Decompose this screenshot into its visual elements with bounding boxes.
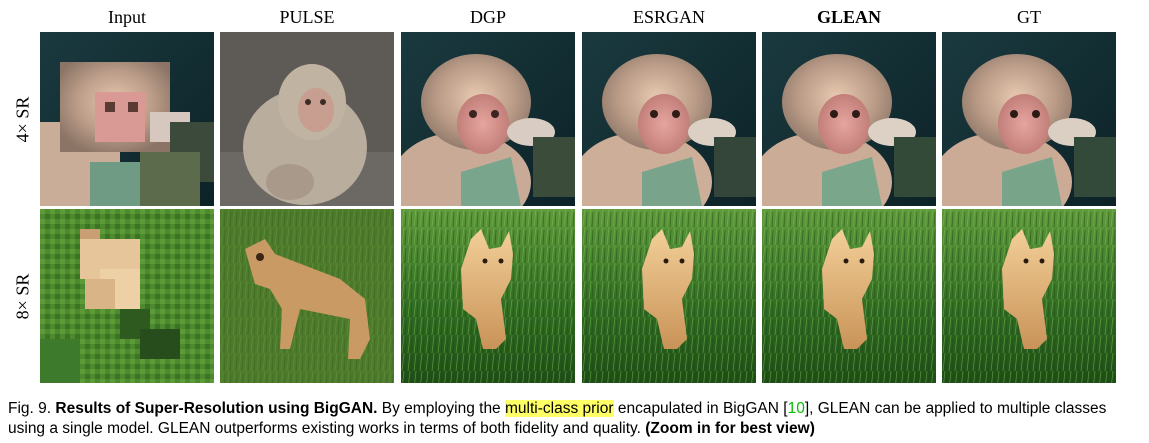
column-header-input: Input [108,7,146,27]
image-8x-esrgan [582,209,756,383]
column-header-glean: GLEAN [816,7,881,27]
image-4x-gt [942,32,1116,206]
image-4x-esrgan [582,32,756,206]
zoom-note: (Zoom in for best view) [645,420,815,437]
image-8x-input [40,209,214,383]
image-4x-glean [762,32,936,206]
column-header-dgp: DGP [469,7,506,27]
image-8x-glean [762,209,936,383]
row-label-8x-text: 8× SR [12,273,33,319]
caption-text-3: ], GLEAN can be applied to multiple clas… [8,400,1107,437]
citation-link[interactable]: 10 [787,400,805,417]
figure-caption: Fig. 9. Results of Super-Resolution usin… [8,399,1143,439]
caption-text-1: By employing the [381,400,501,417]
figure-label: Fig. 9. [8,400,52,417]
row-label-4x: 4× SR [8,32,38,206]
image-4x-pulse [220,32,394,206]
column-header-esrgan: ESRGAN [632,7,705,27]
column-header-gt: GT [1017,7,1041,27]
caption-title: Results of Super-Resolution using BigGAN… [55,400,378,417]
image-4x-input [40,32,214,206]
image-8x-dgp [401,209,575,383]
image-8x-gt [942,209,1116,383]
caption-text-2: encapulated in BigGAN [ [617,400,788,417]
caption-highlight: multi-class prior [505,400,614,417]
row-label-8x: 8× SR [8,209,38,383]
image-8x-pulse [220,209,394,383]
row-label-4x-text: 4× SR [12,96,33,142]
column-header-pulse: PULSE [279,7,335,27]
image-4x-dgp [401,32,575,206]
